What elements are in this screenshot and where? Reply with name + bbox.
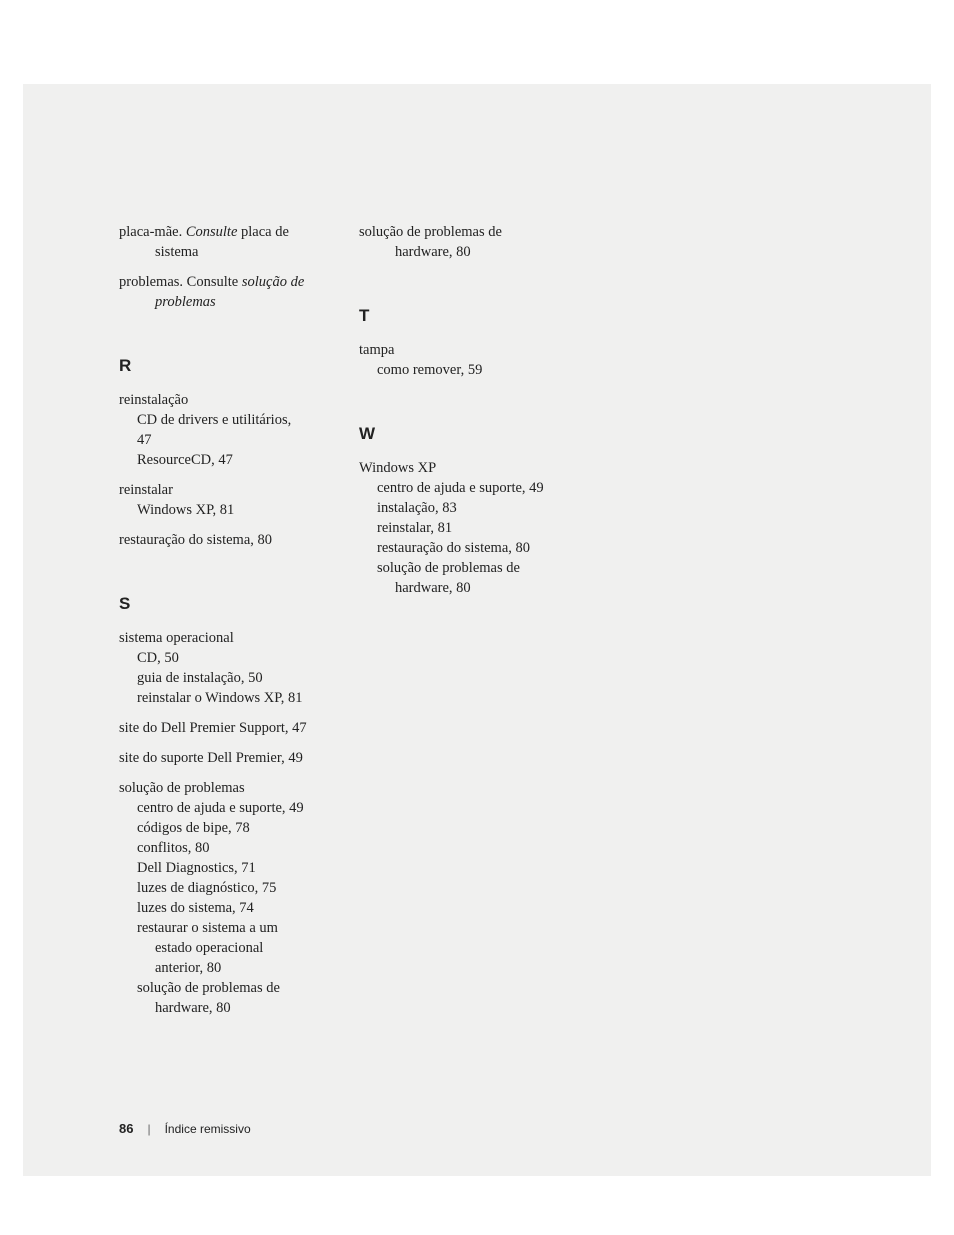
entry-sub: CD, 50 (119, 648, 309, 668)
entry-site-dell-premier-support: site do Dell Premier Support, 47 (119, 718, 309, 738)
section-letter-t: T (359, 306, 549, 326)
entry-head: Windows XP (359, 458, 549, 478)
entry-text: site do suporte Dell Premier, 49 (119, 748, 309, 768)
page-footer: 86 | Índice remissivo (119, 1121, 251, 1136)
entry-head: reinstalar (119, 480, 309, 500)
entry-sub: restauração do sistema, 80 (359, 538, 549, 558)
entry-sub: centro de ajuda e suporte, 49 (119, 798, 309, 818)
entry-head: tampa (359, 340, 549, 360)
entry-site-suporte-dell-premier: site do suporte Dell Premier, 49 (119, 748, 309, 768)
section-letter-w: W (359, 424, 549, 444)
section-letter-r: R (119, 356, 309, 376)
entry-sub: centro de ajuda e suporte, 49 (359, 478, 549, 498)
page-number: 86 (119, 1121, 133, 1136)
entry-tampa: tampa como remover, 59 (359, 340, 549, 380)
entry-head: reinstalação (119, 390, 309, 410)
entry-text: restauração do sistema, 80 (119, 530, 309, 550)
entry-text: placa-mãe. Consulte placa de sistema (119, 222, 309, 262)
footer-title: Índice remissivo (165, 1122, 251, 1136)
footer-separator: | (147, 1122, 150, 1136)
index-column-1: placa-mãe. Consulte placa de sistema pro… (119, 222, 309, 1028)
entry-text: site do Dell Premier Support, 47 (119, 718, 309, 738)
entry-restauracao: restauração do sistema, 80 (119, 530, 309, 550)
entry-sub: luzes do sistema, 74 (119, 898, 309, 918)
entry-sub: Windows XP, 81 (119, 500, 309, 520)
index-column-2: solução de problemas de hardware, 80 T t… (359, 222, 549, 1028)
entry-sub: solução de problemas de hardware, 80 (119, 978, 309, 1018)
entry-sub: guia de instalação, 50 (119, 668, 309, 688)
entry-reinstalacao: reinstalação CD de drivers e utilitários… (119, 390, 309, 470)
section-letter-s: S (119, 594, 309, 614)
entry-reinstalar: reinstalar Windows XP, 81 (119, 480, 309, 520)
entry-sub: reinstalar o Windows XP, 81 (119, 688, 309, 708)
entry-sub: reinstalar, 81 (359, 518, 549, 538)
entry-sub: luzes de diagnóstico, 75 (119, 878, 309, 898)
t: placa-mãe. (119, 224, 186, 240)
entry-sub: CD de drivers e utilitários, 47 (119, 410, 309, 450)
page-inner: placa-mãe. Consulte placa de sistema pro… (23, 84, 931, 1176)
entry-problemas: problemas. Consulte solução de problemas (119, 272, 309, 312)
entry-sub: instalação, 83 (359, 498, 549, 518)
entry-head: solução de problemas (119, 778, 309, 798)
index-columns: placa-mãe. Consulte placa de sistema pro… (119, 222, 931, 1028)
entry-sub: Dell Diagnostics, 71 (119, 858, 309, 878)
entry-solucao-de-problemas: solução de problemas centro de ajuda e s… (119, 778, 309, 1018)
entry-text: solução de problemas de hardware, 80 (359, 222, 549, 262)
entry-sub: solução de problemas de hardware, 80 (359, 558, 549, 598)
entry-sub: conflitos, 80 (119, 838, 309, 858)
entry-placa-mae: placa-mãe. Consulte placa de sistema (119, 222, 309, 262)
entry-sub: ResourceCD, 47 (119, 450, 309, 470)
t-italic: Consulte (186, 224, 238, 240)
entry-sub: restaurar o sistema a um estado operacio… (119, 918, 309, 978)
entry-head: sistema operacional (119, 628, 309, 648)
entry-text: problemas. Consulte solução de problemas (119, 272, 309, 312)
entry-windows-xp: Windows XP centro de ajuda e suporte, 49… (359, 458, 549, 598)
entry-solucao-hardware: solução de problemas de hardware, 80 (359, 222, 549, 262)
entry-sub: como remover, 59 (359, 360, 549, 380)
entry-sistema-operacional: sistema operacional CD, 50 guia de insta… (119, 628, 309, 708)
entry-sub: códigos de bipe, 78 (119, 818, 309, 838)
t: problemas. Consulte (119, 274, 242, 290)
